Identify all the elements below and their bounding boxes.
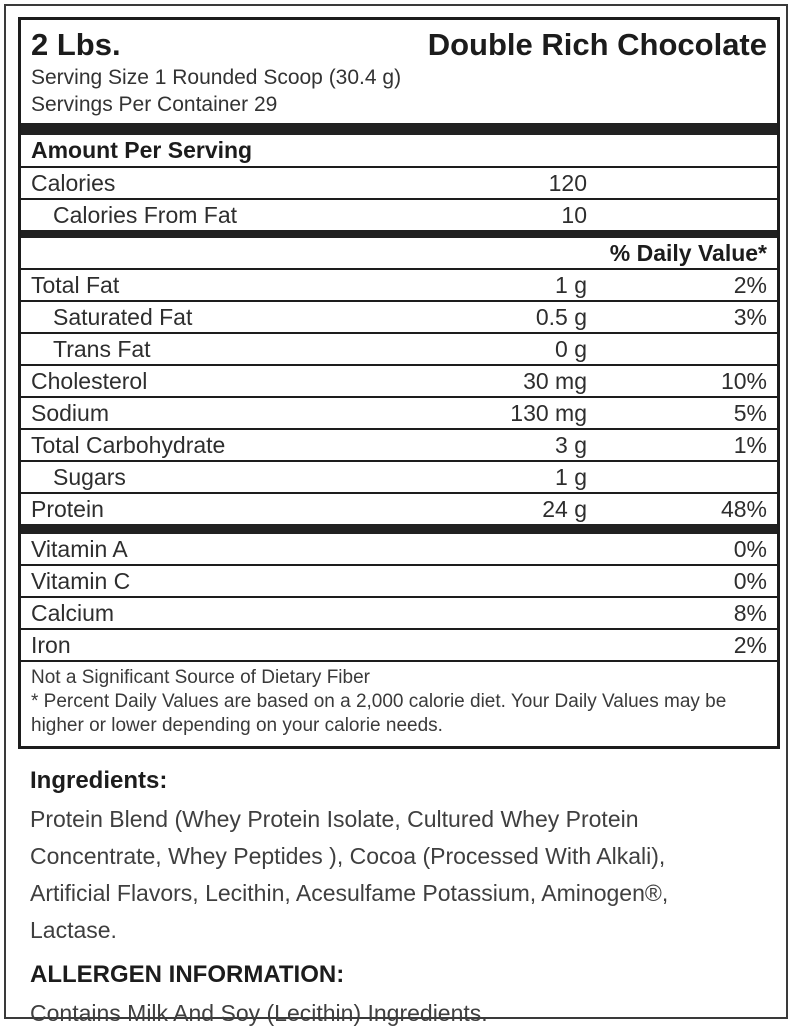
nutrition-facts-panel: 2 Lbs. Double Rich Chocolate Serving Siz…: [18, 17, 780, 749]
servings-per-container: Servings Per Container 29: [31, 93, 278, 116]
protein-label: Protein: [31, 496, 104, 522]
calories-row: Calories 120: [21, 168, 777, 200]
sodium-amount: 130 mg: [510, 400, 587, 426]
nutrient-row-total-carbohydrate: Total Carbohydrate 3 g 1%: [21, 430, 777, 462]
sodium-label: Sodium: [31, 400, 109, 426]
footnotes: Not a Significant Source of Dietary Fibe…: [21, 662, 777, 746]
total-fat-label: Total Fat: [31, 272, 120, 298]
total-fat-dv: 2%: [733, 272, 767, 298]
vitamin-row-vitamin-c: Vitamin C 0%: [21, 566, 777, 598]
nutrient-row-cholesterol: Cholesterol 30 mg 10%: [21, 366, 777, 398]
product-flavor: Double Rich Chocolate: [427, 27, 767, 62]
calcium-dv: 8%: [733, 600, 767, 626]
saturated-fat-amount: 0.5 g: [535, 304, 587, 330]
vitamin-a-label: Vitamin A: [31, 536, 128, 562]
nutrient-row-saturated-fat: Saturated Fat 0.5 g 3%: [21, 302, 777, 334]
calories-from-fat-value: 10: [561, 202, 587, 228]
product-size: 2 Lbs.: [31, 27, 121, 62]
nutrient-row-total-fat: Total Fat 1 g 2%: [21, 270, 777, 302]
calories-value: 120: [548, 170, 587, 196]
calcium-label: Calcium: [31, 600, 115, 626]
allergen-heading: ALLERGEN INFORMATION:: [30, 961, 345, 988]
cholesterol-dv: 10%: [720, 368, 767, 394]
vitamin-row-calcium: Calcium 8%: [21, 598, 777, 630]
vitamin-a-dv: 0%: [733, 536, 767, 562]
nutrient-row-protein: Protein 24 g 48%: [21, 494, 777, 524]
vitamin-row-iron: Iron 2%: [21, 630, 777, 662]
vitamin-c-label: Vitamin C: [31, 568, 131, 594]
sugars-amount: 1 g: [555, 464, 587, 490]
ingredients-section: Ingredients: Protein Blend (Whey Protein…: [30, 765, 770, 1032]
calories-from-fat-label: Calories From Fat: [53, 202, 238, 228]
cholesterol-amount: 30 mg: [523, 368, 587, 394]
daily-value-header: % Daily Value*: [21, 238, 777, 270]
allergen-text: Contains Milk And Soy (Lecithin) Ingredi…: [30, 1000, 488, 1026]
vitamin-c-dv: 0%: [733, 568, 767, 594]
trans-fat-amount: 0 g: [555, 336, 587, 362]
serving-size: Serving Size 1 Rounded Scoop (30.4 g): [31, 66, 402, 89]
iron-label: Iron: [31, 632, 71, 658]
total-carbohydrate-dv: 1%: [733, 432, 767, 458]
total-carbohydrate-amount: 3 g: [555, 432, 587, 458]
amount-per-serving-heading: Amount Per Serving: [21, 135, 777, 168]
protein-amount: 24 g: [542, 496, 587, 522]
protein-dv: 48%: [720, 496, 767, 522]
iron-dv: 2%: [733, 632, 767, 658]
calories-label: Calories: [31, 170, 116, 196]
cholesterol-label: Cholesterol: [31, 368, 148, 394]
total-fat-amount: 1 g: [555, 272, 587, 298]
title-row: 2 Lbs. Double Rich Chocolate: [21, 26, 777, 64]
sugars-label: Sugars: [53, 464, 126, 490]
ingredients-heading: Ingredients:: [30, 767, 168, 794]
sodium-dv: 5%: [733, 400, 767, 426]
trans-fat-label: Trans Fat: [53, 336, 151, 362]
footnote-dietary-fiber: Not a Significant Source of Dietary Fibe…: [31, 667, 370, 688]
ingredients-text: Protein Blend (Whey Protein Isolate, Cul…: [30, 806, 669, 943]
nutrient-row-trans-fat: Trans Fat 0 g: [21, 334, 777, 366]
label-outer-frame: 2 Lbs. Double Rich Chocolate Serving Siz…: [4, 4, 788, 1026]
saturated-fat-label: Saturated Fat: [53, 304, 193, 330]
thick-divider-calories: [21, 230, 777, 238]
saturated-fat-dv: 3%: [733, 304, 767, 330]
footnote-daily-values: * Percent Daily Values are based on a 2,…: [31, 691, 727, 736]
thick-divider-protein: [21, 524, 777, 534]
vitamin-row-vitamin-a: Vitamin A 0%: [21, 534, 777, 566]
calories-from-fat-row: Calories From Fat 10: [21, 200, 777, 230]
total-carbohydrate-label: Total Carbohydrate: [31, 432, 226, 458]
nutrient-row-sugars: Sugars 1 g: [21, 462, 777, 494]
thick-divider-top: [21, 123, 777, 135]
nutrient-row-sodium: Sodium 130 mg 5%: [21, 398, 777, 430]
